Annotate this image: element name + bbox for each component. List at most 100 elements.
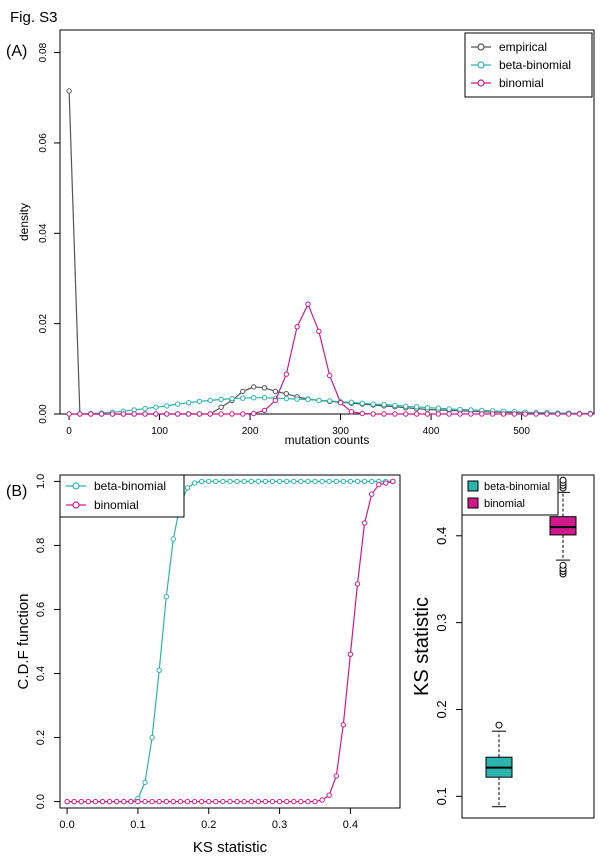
x-tick-label: 100	[151, 426, 168, 437]
data-point-binomial	[294, 324, 300, 330]
data-point-binomial	[206, 798, 212, 805]
series-line-beta-binomial	[67, 480, 393, 803]
legend-marker-binomial	[72, 501, 80, 509]
data-point-binomial	[196, 411, 203, 417]
series-line-empirical	[68, 90, 591, 415]
data-point-binomial	[298, 798, 304, 805]
x-axis-label: KS statistic	[193, 839, 268, 856]
data-point-beta-binomial	[354, 478, 361, 485]
data-point-binomial	[319, 797, 325, 803]
data-point-binomial	[99, 798, 106, 805]
data-point-beta-binomial	[327, 398, 333, 404]
plot-frame	[59, 29, 595, 415]
data-point-beta-binomial	[361, 478, 368, 485]
data-point-beta-binomial	[276, 478, 283, 485]
x-tick-label: 0	[66, 426, 72, 437]
data-point-beta-binomial	[381, 401, 387, 408]
data-point-beta-binomial	[284, 478, 290, 485]
data-point-binomial	[376, 481, 382, 488]
data-point-binomial	[128, 798, 134, 805]
data-point-binomial	[347, 651, 354, 657]
legend-label-binomial: binomial	[484, 498, 525, 510]
data-point-beta-binomial	[149, 734, 155, 741]
data-point-binomial	[424, 411, 431, 417]
data-point-binomial	[348, 409, 355, 415]
y-tick-label: 0.1	[434, 787, 449, 805]
data-point-binomial	[326, 792, 332, 798]
data-point-beta-binomial	[347, 478, 354, 485]
x-tick-label: 0.1	[130, 819, 145, 831]
data-point-beta-binomial	[370, 401, 376, 407]
data-point-beta-binomial	[196, 398, 203, 405]
data-point-beta-binomial	[348, 399, 355, 405]
legend-marker-beta-binomial	[72, 482, 80, 490]
data-point-beta-binomial	[457, 406, 463, 413]
data-point-beta-binomial	[251, 395, 257, 401]
density-chart: 0 100 200 300 400 500 0.00 0.02 0.04 0.06 0.08 muta…	[17, 29, 595, 447]
data-point-binomial	[272, 397, 279, 404]
data-point-binomial	[261, 407, 268, 414]
data-point-binomial	[78, 798, 85, 805]
y-tick-label: 0.02	[38, 313, 49, 333]
data-point-binomial	[135, 798, 141, 805]
data-point-binomial	[207, 411, 213, 417]
data-point-binomial	[149, 798, 155, 805]
x-tick-label: 0.2	[201, 819, 216, 831]
data-point-beta-binomial	[240, 395, 246, 401]
data-point-binomial	[381, 411, 387, 417]
data-point-binomial	[392, 411, 398, 417]
data-point-beta-binomial	[227, 478, 233, 485]
data-point-binomial	[576, 411, 583, 417]
data-point-beta-binomial	[218, 396, 224, 403]
data-point-binomial	[327, 372, 333, 379]
data-point-beta-binomial	[220, 478, 226, 485]
data-point-binomial	[66, 411, 72, 417]
data-point-binomial	[361, 520, 368, 526]
data-point-binomial	[156, 798, 162, 805]
figure-label: Fig. S3	[10, 9, 58, 26]
data-point-binomial	[92, 798, 99, 805]
y-tick-label: 0.8	[35, 538, 47, 553]
data-point-beta-binomial	[305, 396, 311, 403]
data-point-beta-binomial	[319, 478, 325, 485]
x-axis-label: mutation counts	[285, 433, 370, 447]
data-point-binomial	[555, 411, 561, 417]
x-tick-label: 300	[332, 426, 349, 437]
data-point-binomial	[64, 798, 70, 805]
data-point-binomial	[479, 411, 485, 417]
data-point-binomial	[500, 411, 507, 417]
legend-label-beta-binomial: beta-binomial	[94, 479, 166, 493]
legend-swatch-binomial	[467, 497, 479, 509]
data-point-binomial	[544, 411, 550, 417]
data-point-binomial	[413, 411, 420, 417]
data-point-beta-binomial	[153, 404, 159, 410]
outlier-beta-binomial	[495, 721, 503, 729]
data-point-binomial	[354, 581, 361, 587]
data-point-binomial	[177, 798, 184, 805]
data-point-beta-binomial	[424, 405, 431, 411]
data-point-binomial	[199, 798, 205, 805]
y-axis-label: KS statistic	[411, 597, 433, 696]
data-point-binomial	[457, 411, 463, 417]
data-point-beta-binomial	[298, 478, 304, 485]
data-point-binomial	[522, 411, 528, 417]
x-tick-label: 200	[242, 426, 259, 437]
y-tick-label: 1.0	[35, 474, 47, 489]
data-point-binomial	[468, 411, 474, 417]
data-point-binomial	[142, 798, 148, 805]
data-point-binomial	[340, 722, 346, 728]
data-point-binomial	[240, 411, 246, 417]
x-tick-label: 0.4	[343, 819, 358, 831]
legend-label-beta-binomial: beta-binomial	[499, 58, 571, 72]
data-point-binomial	[191, 798, 198, 805]
plot-frame	[59, 474, 401, 809]
series-line-binomial	[67, 480, 394, 803]
data-point-beta-binomial	[435, 405, 441, 411]
data-point-beta-binomial	[234, 478, 240, 485]
data-point-binomial	[359, 410, 365, 417]
data-point-empirical	[218, 404, 224, 410]
data-point-beta-binomial	[229, 395, 235, 402]
data-point-binomial	[175, 411, 181, 417]
legend-box	[59, 474, 185, 518]
